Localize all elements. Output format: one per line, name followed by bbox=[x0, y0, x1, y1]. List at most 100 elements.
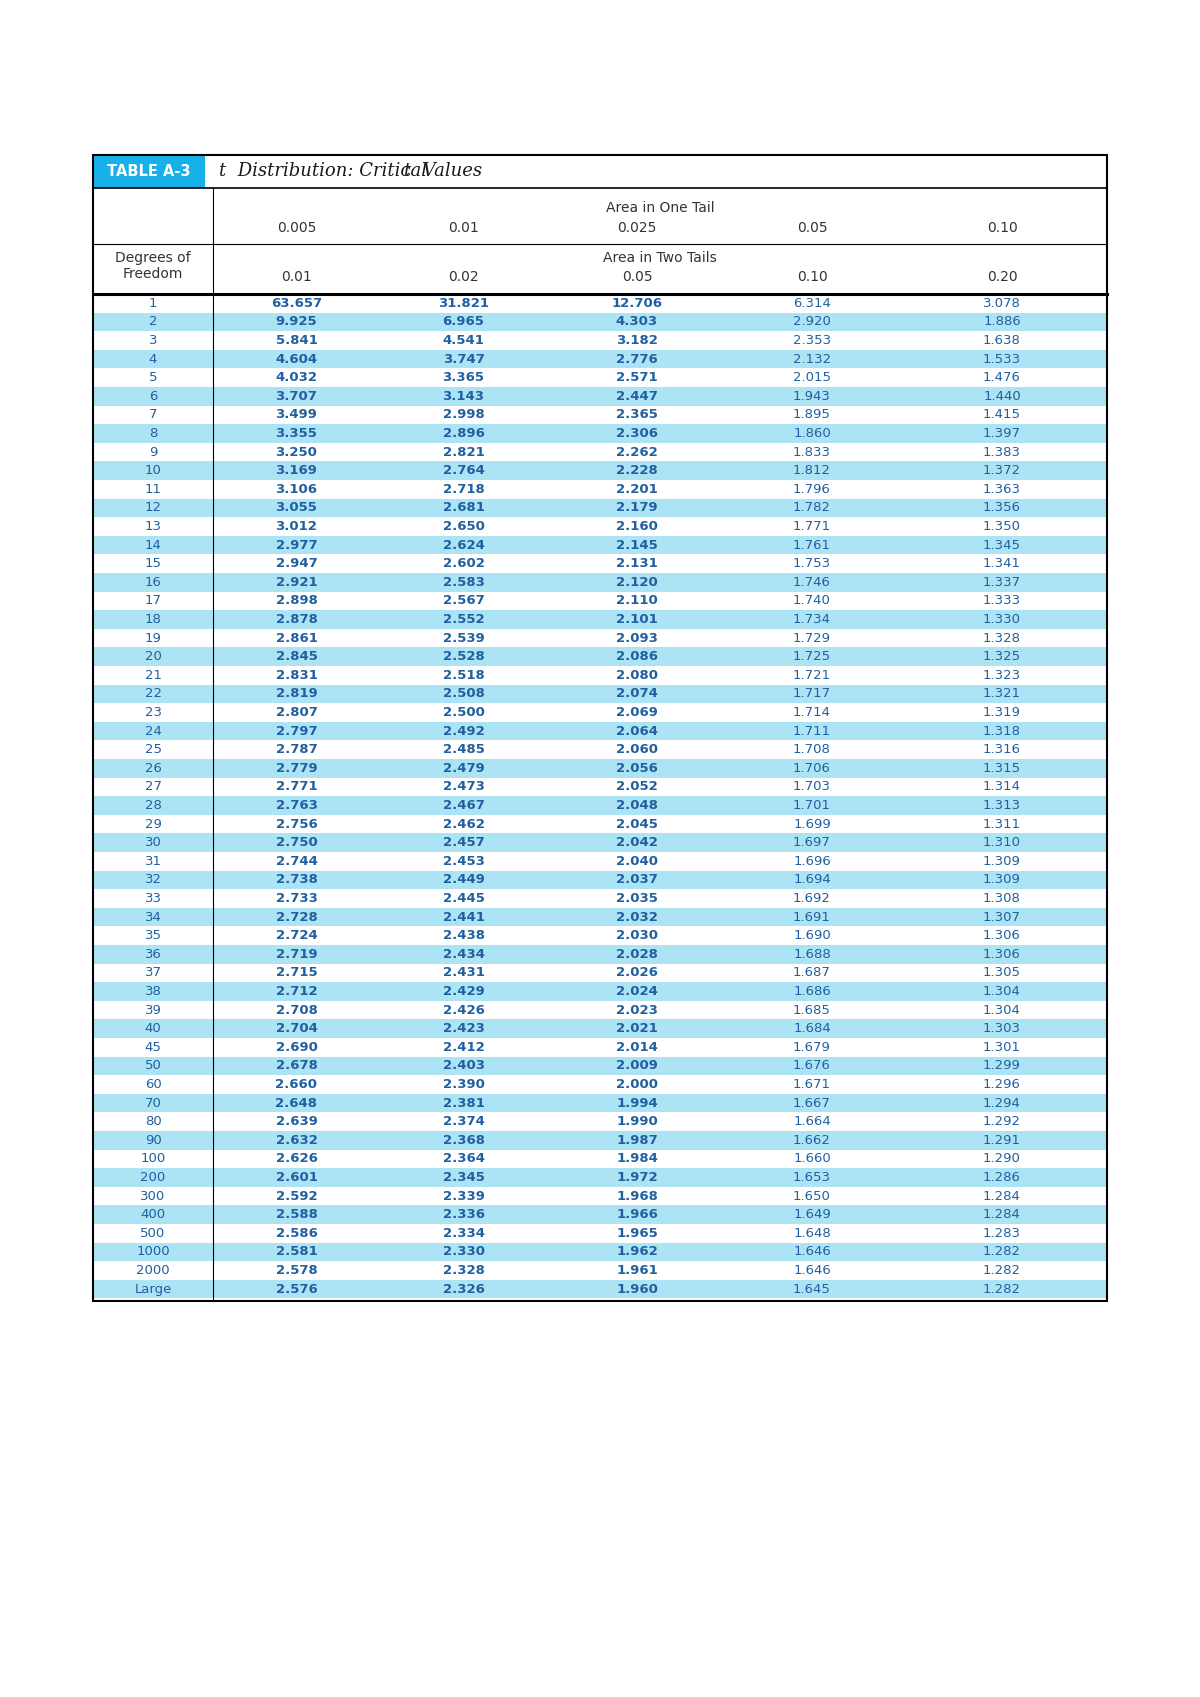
Bar bbox=[94, 387, 1106, 406]
Bar bbox=[94, 889, 1106, 908]
Text: 1.687: 1.687 bbox=[793, 966, 830, 979]
Bar bbox=[94, 665, 1106, 684]
Text: 1.701: 1.701 bbox=[793, 799, 830, 811]
Text: Area in One Tail: Area in One Tail bbox=[606, 200, 714, 214]
Text: 1.356: 1.356 bbox=[983, 501, 1021, 514]
Text: 1.708: 1.708 bbox=[793, 743, 830, 757]
Bar bbox=[94, 574, 1106, 592]
Text: 2.345: 2.345 bbox=[443, 1171, 485, 1185]
Text: 1.676: 1.676 bbox=[793, 1059, 830, 1073]
Text: 2.947: 2.947 bbox=[276, 557, 317, 570]
Text: 2.368: 2.368 bbox=[443, 1134, 485, 1147]
Text: 2.650: 2.650 bbox=[443, 519, 485, 533]
Text: 34: 34 bbox=[144, 911, 162, 923]
Bar bbox=[94, 1130, 1106, 1149]
Text: 2.473: 2.473 bbox=[443, 781, 485, 794]
Text: 1.284: 1.284 bbox=[983, 1208, 1021, 1222]
Text: 0.01: 0.01 bbox=[448, 221, 479, 236]
Text: 1.333: 1.333 bbox=[983, 594, 1021, 608]
Text: 1.990: 1.990 bbox=[616, 1115, 658, 1129]
Text: 1.476: 1.476 bbox=[983, 372, 1021, 384]
Text: 2.639: 2.639 bbox=[276, 1115, 318, 1129]
Text: 2.336: 2.336 bbox=[443, 1208, 485, 1222]
Bar bbox=[94, 499, 1106, 518]
Text: 2.262: 2.262 bbox=[616, 446, 658, 458]
Text: 2.920: 2.920 bbox=[793, 316, 830, 329]
Bar bbox=[94, 480, 1106, 499]
Bar bbox=[94, 796, 1106, 815]
Bar bbox=[94, 964, 1106, 983]
Text: 1.345: 1.345 bbox=[983, 538, 1021, 552]
Text: 2.326: 2.326 bbox=[443, 1283, 485, 1295]
Text: 2.724: 2.724 bbox=[276, 930, 317, 942]
Bar bbox=[94, 154, 1108, 1302]
Text: 2.690: 2.690 bbox=[276, 1040, 318, 1054]
Text: 2.052: 2.052 bbox=[616, 781, 658, 794]
Text: 2.660: 2.660 bbox=[276, 1078, 318, 1091]
Text: 0.10: 0.10 bbox=[797, 270, 827, 283]
Text: 3.055: 3.055 bbox=[276, 501, 318, 514]
Text: 1.684: 1.684 bbox=[793, 1022, 830, 1035]
Text: 8: 8 bbox=[149, 428, 157, 440]
Bar bbox=[94, 1020, 1106, 1039]
Text: 2.064: 2.064 bbox=[616, 725, 658, 738]
Text: 9: 9 bbox=[149, 446, 157, 458]
Text: 1.294: 1.294 bbox=[983, 1096, 1021, 1110]
Bar bbox=[94, 1057, 1106, 1076]
Text: 1.645: 1.645 bbox=[793, 1283, 830, 1295]
Text: 1.691: 1.691 bbox=[793, 911, 830, 923]
Text: 1.304: 1.304 bbox=[983, 1003, 1021, 1017]
Text: 0.025: 0.025 bbox=[617, 221, 656, 236]
Text: 1.812: 1.812 bbox=[793, 465, 830, 477]
Text: 3.499: 3.499 bbox=[276, 409, 318, 421]
Bar bbox=[94, 312, 1106, 331]
Text: 1.972: 1.972 bbox=[616, 1171, 658, 1185]
Text: 2.588: 2.588 bbox=[276, 1208, 318, 1222]
Text: 2.508: 2.508 bbox=[443, 687, 485, 701]
Bar bbox=[94, 555, 1106, 574]
Text: 2.306: 2.306 bbox=[616, 428, 658, 440]
Text: 1.648: 1.648 bbox=[793, 1227, 830, 1241]
Text: 1.717: 1.717 bbox=[793, 687, 832, 701]
Text: 2.708: 2.708 bbox=[276, 1003, 318, 1017]
Text: 1.943: 1.943 bbox=[793, 390, 830, 402]
Text: 2.093: 2.093 bbox=[616, 631, 658, 645]
Text: 22: 22 bbox=[144, 687, 162, 701]
Text: 2.035: 2.035 bbox=[616, 893, 658, 905]
Text: 2.330: 2.330 bbox=[443, 1246, 485, 1259]
Bar bbox=[94, 331, 1106, 350]
Text: 1.664: 1.664 bbox=[793, 1115, 830, 1129]
Text: 1.309: 1.309 bbox=[983, 855, 1021, 867]
Text: 1.286: 1.286 bbox=[983, 1171, 1021, 1185]
Text: 0.10: 0.10 bbox=[986, 221, 1018, 236]
Text: 3.143: 3.143 bbox=[443, 390, 485, 402]
Text: 1.311: 1.311 bbox=[983, 818, 1021, 830]
Text: 2.678: 2.678 bbox=[276, 1059, 318, 1073]
Text: 2.583: 2.583 bbox=[443, 575, 485, 589]
Bar bbox=[94, 740, 1106, 759]
Text: 1.282: 1.282 bbox=[983, 1264, 1021, 1278]
Text: 17: 17 bbox=[144, 594, 162, 608]
Text: 2.576: 2.576 bbox=[276, 1283, 317, 1295]
Bar bbox=[94, 518, 1106, 536]
Text: 2.771: 2.771 bbox=[276, 781, 317, 794]
Text: 2.339: 2.339 bbox=[443, 1190, 485, 1203]
Text: 1.291: 1.291 bbox=[983, 1134, 1021, 1147]
Text: 2.423: 2.423 bbox=[443, 1022, 485, 1035]
Text: 1.397: 1.397 bbox=[983, 428, 1021, 440]
Text: 29: 29 bbox=[144, 818, 162, 830]
Text: 400: 400 bbox=[140, 1208, 166, 1222]
Text: 15: 15 bbox=[144, 557, 162, 570]
Text: 3.078: 3.078 bbox=[983, 297, 1021, 311]
Text: 1.313: 1.313 bbox=[983, 799, 1021, 811]
Text: 1.714: 1.714 bbox=[793, 706, 830, 720]
Text: 1.321: 1.321 bbox=[983, 687, 1021, 701]
Text: 2.364: 2.364 bbox=[443, 1152, 485, 1166]
Text: 7: 7 bbox=[149, 409, 157, 421]
Text: 5.841: 5.841 bbox=[276, 334, 318, 346]
Text: 1.685: 1.685 bbox=[793, 1003, 830, 1017]
Bar bbox=[94, 1205, 1106, 1224]
Text: 2.080: 2.080 bbox=[616, 669, 658, 682]
Bar bbox=[94, 908, 1106, 927]
Text: 2.429: 2.429 bbox=[443, 984, 485, 998]
